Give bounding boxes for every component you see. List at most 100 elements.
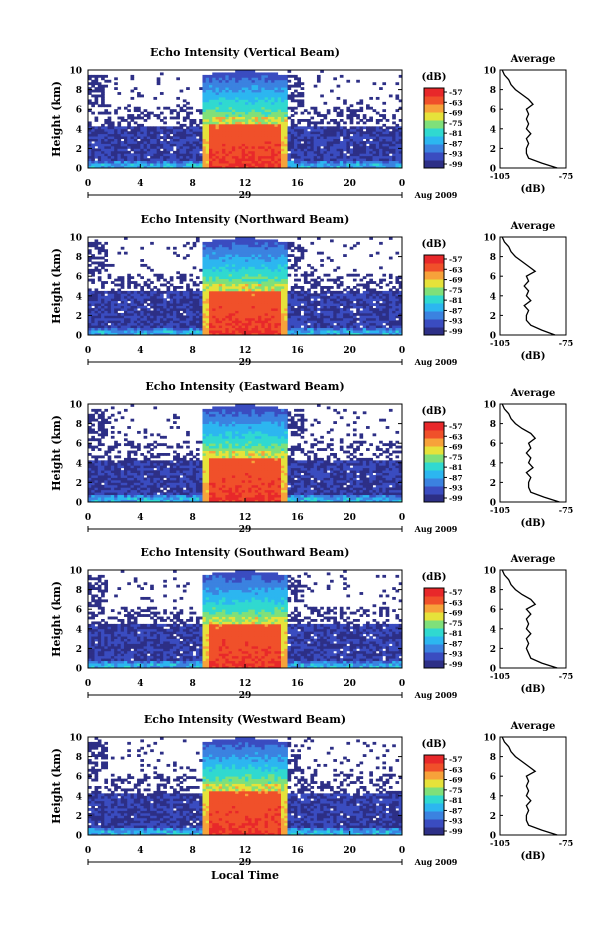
heatmap-cell	[307, 330, 311, 333]
heatmap-cell	[248, 161, 252, 164]
heatmap-cell	[131, 114, 135, 117]
heatmap-cell	[137, 323, 141, 326]
colorbar-segment	[424, 104, 444, 113]
heatmap-cell	[111, 288, 115, 291]
heatmap-cell	[114, 158, 118, 161]
heatmap-cell	[340, 109, 344, 112]
heatmap-cell	[225, 131, 229, 134]
heatmap-cell	[324, 146, 328, 149]
heatmap-cell	[199, 163, 203, 166]
heatmap-cell	[137, 134, 141, 137]
heatmap-cell	[176, 271, 180, 274]
heatmap-cell	[101, 124, 105, 127]
heatmap-cell	[389, 148, 393, 151]
heatmap-cell	[265, 311, 269, 314]
heatmap-cell	[258, 315, 262, 318]
heatmap-cell	[134, 136, 138, 139]
heatmap-cell	[369, 325, 373, 328]
heatmap-cell	[238, 298, 242, 301]
heatmap-cell	[284, 131, 288, 134]
heatmap-cell	[206, 90, 210, 93]
heatmap-cell	[98, 161, 102, 164]
heatmap-cell	[186, 129, 190, 132]
heatmap-cell	[288, 313, 292, 316]
heatmap-cell	[238, 97, 242, 100]
heatmap-cell	[350, 141, 354, 144]
heatmap-cell	[157, 328, 161, 331]
heatmap-cell	[147, 266, 151, 269]
heatmap-cell	[209, 121, 213, 124]
heatmap-cell	[180, 323, 184, 326]
heatmap-cell	[206, 274, 210, 277]
heatmap-cell	[180, 276, 184, 279]
heatmap-cell	[304, 144, 308, 147]
heatmap-cell	[121, 144, 125, 147]
heatmap-cell	[337, 330, 341, 333]
heatmap-cell	[304, 311, 308, 314]
heatmap-cell	[127, 156, 131, 159]
heatmap-cell	[265, 102, 269, 105]
heatmap-cell	[245, 244, 249, 247]
heatmap-cell	[288, 330, 292, 333]
heatmap-cell	[242, 320, 246, 323]
heatmap-cell	[144, 144, 148, 147]
heatmap-cell	[163, 148, 167, 151]
heatmap-cell	[278, 119, 282, 122]
heatmap-cell	[186, 328, 190, 331]
heatmap-cell	[294, 257, 298, 260]
heatmap-cell	[137, 306, 141, 309]
heatmap-cell	[278, 112, 282, 115]
heatmap-cell	[281, 259, 285, 262]
heatmap-cell	[337, 134, 341, 137]
heatmap-cell	[376, 320, 380, 323]
heatmap-cell	[238, 75, 242, 78]
heatmap-cell	[232, 288, 236, 291]
heatmap-cell	[140, 95, 144, 98]
heatmap-cell	[140, 134, 144, 137]
heatmap-cell	[242, 148, 246, 151]
heatmap-cell	[137, 161, 141, 164]
heatmap-cell	[248, 298, 252, 301]
heatmap-cell	[291, 129, 295, 132]
heatmap-cell	[114, 279, 118, 282]
heatmap-cell	[189, 139, 193, 142]
heatmap-cell	[278, 114, 282, 117]
heatmap-cell	[337, 148, 341, 151]
heatmap-cell	[91, 156, 95, 159]
heatmap-cell	[366, 281, 370, 284]
heatmap-cell	[376, 323, 380, 326]
heatmap-cell	[258, 279, 262, 282]
heatmap-cell	[255, 259, 259, 262]
heatmap-cell	[337, 296, 341, 299]
heatmap-cell	[91, 318, 95, 321]
heatmap-cell	[343, 296, 347, 299]
heatmap-cell	[376, 131, 380, 134]
heatmap-cell	[235, 281, 239, 284]
heatmap-cell	[108, 121, 112, 124]
heatmap-cell	[242, 134, 246, 137]
heatmap-cell	[199, 301, 203, 304]
colorbar-segment	[424, 136, 444, 145]
heatmap-cell	[176, 301, 180, 304]
heatmap-cell	[216, 161, 220, 164]
heatmap-cell	[252, 87, 256, 90]
heatmap-cell	[144, 320, 148, 323]
heatmap-cell	[297, 279, 301, 282]
y-axis-label: Height (km)	[50, 81, 63, 157]
heatmap-cell	[350, 151, 354, 154]
heatmap-cell	[225, 95, 229, 98]
heatmap-cell	[170, 112, 174, 115]
heatmap-cell	[288, 117, 292, 120]
heatmap-cell	[271, 262, 275, 265]
heatmap-cell	[212, 151, 216, 154]
heatmap-cell	[376, 119, 380, 122]
heatmap-cell	[268, 151, 272, 154]
heatmap-cell	[108, 158, 112, 161]
heatmap-cell	[212, 153, 216, 156]
heatmap-cell	[91, 80, 95, 83]
heatmap-cell	[248, 117, 252, 120]
heatmap-cell	[248, 163, 252, 166]
heatmap-cell	[284, 320, 288, 323]
heatmap-cell	[366, 320, 370, 323]
heatmap-cell	[284, 104, 288, 107]
